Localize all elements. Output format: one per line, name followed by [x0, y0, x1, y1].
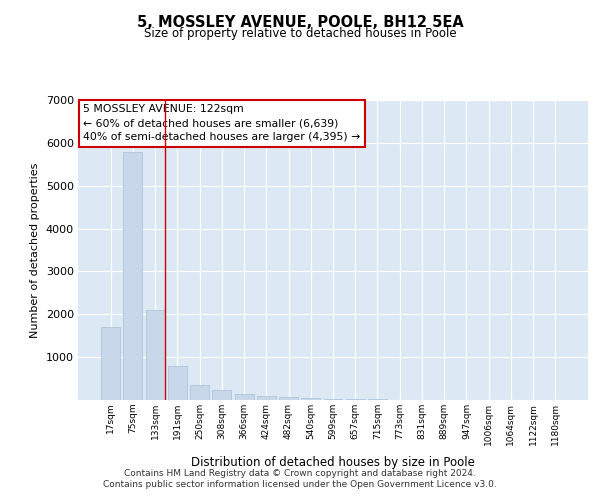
Bar [368, 399, 387, 400]
Bar [212, 390, 231, 400]
Bar [301, 398, 320, 400]
Text: Contains HM Land Registry data © Crown copyright and database right 2024.: Contains HM Land Registry data © Crown c… [124, 468, 476, 477]
Bar [346, 399, 365, 400]
Bar [190, 386, 209, 400]
X-axis label: Distribution of detached houses by size in Poole: Distribution of detached houses by size … [191, 456, 475, 469]
Y-axis label: Number of detached properties: Number of detached properties [30, 162, 40, 338]
Text: 5 MOSSLEY AVENUE: 122sqm
← 60% of detached houses are smaller (6,639)
40% of sem: 5 MOSSLEY AVENUE: 122sqm ← 60% of detach… [83, 104, 361, 142]
Text: 5, MOSSLEY AVENUE, POOLE, BH12 5EA: 5, MOSSLEY AVENUE, POOLE, BH12 5EA [137, 15, 463, 30]
Text: Size of property relative to detached houses in Poole: Size of property relative to detached ho… [143, 28, 457, 40]
Bar [124, 152, 142, 400]
Bar [279, 397, 298, 400]
Bar [323, 398, 343, 400]
Bar [235, 394, 254, 400]
Bar [168, 366, 187, 400]
Bar [146, 310, 164, 400]
Bar [101, 327, 120, 400]
Text: Contains public sector information licensed under the Open Government Licence v3: Contains public sector information licen… [103, 480, 497, 489]
Bar [257, 396, 276, 400]
